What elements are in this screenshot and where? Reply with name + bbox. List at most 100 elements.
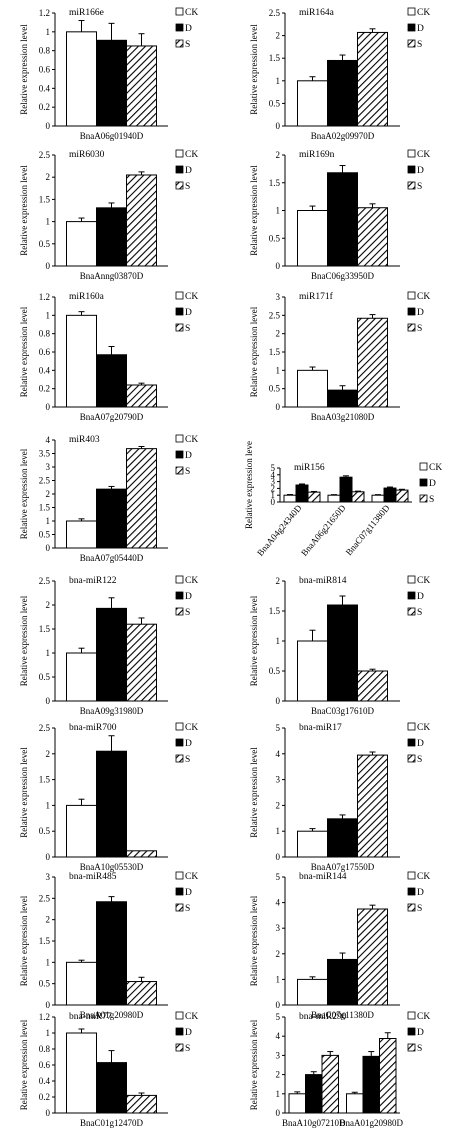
- legend-label-s: S: [417, 40, 422, 50]
- y-tick-label: 0: [276, 261, 281, 271]
- bar-s: [357, 908, 388, 1006]
- bar-ck: [297, 978, 328, 1006]
- y-tick-label: 2: [46, 915, 51, 925]
- y-tick-label: 0.2: [39, 1092, 50, 1102]
- bar-ck: [66, 31, 97, 127]
- y-tick-label: 3: [276, 923, 281, 933]
- category-label: BnaC03g17610D: [311, 706, 375, 716]
- bar-s: [357, 207, 388, 267]
- y-axis-label: Relative expression level: [249, 747, 259, 838]
- bar-s: [307, 491, 321, 503]
- y-tick-label: 0.5: [39, 979, 51, 989]
- y-tick-label: 3: [276, 292, 281, 302]
- bar-ck: [297, 640, 328, 702]
- chart-panel-5: 0 0.2 0.4 0.6 0.8 1 1.2 Relative expression lev…: [19, 291, 198, 422]
- y-tick-label: 3: [276, 1050, 281, 1060]
- y-tick-label: 2.5: [269, 310, 281, 320]
- bar-d: [96, 39, 127, 127]
- y-tick-label: 2: [276, 31, 281, 41]
- legend-swatch-s: [407, 754, 416, 763]
- bar-ck: [66, 804, 97, 858]
- chart-panel-2: 0 0.5 1 1.5 2 2.5 Relative expression level miR…: [249, 7, 430, 141]
- y-tick-label: 3: [271, 477, 276, 487]
- bar-d: [327, 389, 358, 408]
- legend-swatch-d: [175, 23, 184, 32]
- chart-title: bna-miR700: [69, 723, 117, 733]
- legend-label-d: D: [185, 451, 192, 461]
- y-tick-label: 0: [271, 497, 276, 507]
- legend-swatch-d: [407, 591, 416, 600]
- y-tick-label: 1.5: [39, 624, 51, 634]
- y-tick-label: 0.5: [269, 384, 281, 394]
- legend-swatch-ck: [175, 871, 184, 880]
- y-tick-label: 2: [276, 1070, 281, 1080]
- y-tick-label: 1: [276, 206, 281, 216]
- y-tick-label: 1: [46, 217, 51, 227]
- y-tick-label: 1: [46, 1028, 51, 1038]
- legend-label-d: D: [185, 888, 192, 898]
- bar-d: [339, 476, 353, 503]
- y-tick-label: 0.6: [39, 65, 51, 75]
- bar-d: [327, 604, 358, 702]
- chart-title: bna-miR144: [299, 872, 347, 882]
- legend-swatch-ck: [407, 722, 416, 731]
- y-tick-label: 4: [271, 470, 276, 480]
- bar-d: [305, 1074, 323, 1114]
- legend-label-ck: CK: [417, 1012, 430, 1022]
- y-tick-label: 2: [276, 949, 281, 959]
- y-axis-label: Relative expression level: [19, 1019, 29, 1110]
- category-label: BnaAnng03870D: [80, 271, 144, 281]
- legend-swatch-ck: [407, 575, 416, 584]
- y-tick-label: 1.5: [39, 503, 51, 513]
- y-tick-label: 2.5: [39, 150, 51, 160]
- legend-label-d: D: [185, 166, 192, 176]
- legend-label-s: S: [417, 755, 422, 765]
- category-label: BnaA01g20980D: [340, 1118, 404, 1128]
- y-tick-label: 1: [276, 1089, 281, 1099]
- chart-panel-16: 0 1 2 3 4 5 Relative expression level bna-miR29…: [249, 1011, 430, 1128]
- category-label: BnaA06g01940D: [80, 131, 144, 141]
- chart-title: miR403: [69, 435, 100, 445]
- y-tick-label: 1: [271, 490, 276, 500]
- y-tick-label: 2: [46, 600, 51, 610]
- y-tick-label: 4: [276, 749, 281, 759]
- y-tick-label: 2.5: [39, 893, 51, 903]
- legend-swatch-ck: [407, 149, 416, 158]
- y-tick-label: 0.2: [39, 102, 50, 112]
- bar-ck: [66, 314, 97, 408]
- y-axis-label: Relative expression level: [19, 747, 29, 838]
- y-tick-label: 0.4: [39, 365, 51, 375]
- legend-label-ck: CK: [417, 150, 430, 160]
- y-tick-label: 0: [46, 1000, 51, 1010]
- legend-swatch-d: [407, 165, 416, 174]
- legend-swatch-ck: [175, 149, 184, 158]
- bar-d: [96, 607, 127, 702]
- y-tick-label: 2: [46, 172, 51, 182]
- y-tick-label: 0: [46, 402, 51, 412]
- chart-title: bna-miR485: [69, 872, 117, 882]
- bar-ck: [66, 652, 97, 702]
- legend-label-ck: CK: [185, 292, 198, 302]
- y-tick-label: 1: [276, 365, 281, 375]
- legend-swatch-d: [175, 591, 184, 600]
- legend-swatch-d: [407, 1027, 416, 1036]
- chart-panel-4: 0 0.5 1 1.5 2 Relative expression level miR169…: [249, 149, 430, 281]
- legend-label-s: S: [417, 608, 422, 618]
- legend-label-s: S: [417, 324, 422, 334]
- legend-swatch-s: [175, 39, 184, 48]
- y-tick-label: 1: [46, 800, 51, 810]
- bar-ck: [327, 494, 341, 503]
- y-tick-label: 1: [46, 957, 51, 967]
- legend-label-d: D: [185, 592, 192, 602]
- bar-ck: [66, 961, 97, 1006]
- legend-swatch-ck: [175, 575, 184, 584]
- y-tick-label: 1.5: [269, 178, 281, 188]
- bar-d: [327, 818, 358, 858]
- chart-panel-13: 0 0.5 1 1.5 2 2.5 3 Relative expression level bn…: [19, 871, 198, 1020]
- y-axis-label: Relative expression level: [19, 306, 29, 397]
- y-axis-label: Relative expression level: [19, 895, 29, 986]
- legend-swatch-ck: [175, 291, 184, 300]
- legend-label-d: D: [417, 739, 424, 749]
- y-tick-label: 5: [271, 463, 276, 473]
- category-label: BnaA10g07210D: [282, 1118, 346, 1128]
